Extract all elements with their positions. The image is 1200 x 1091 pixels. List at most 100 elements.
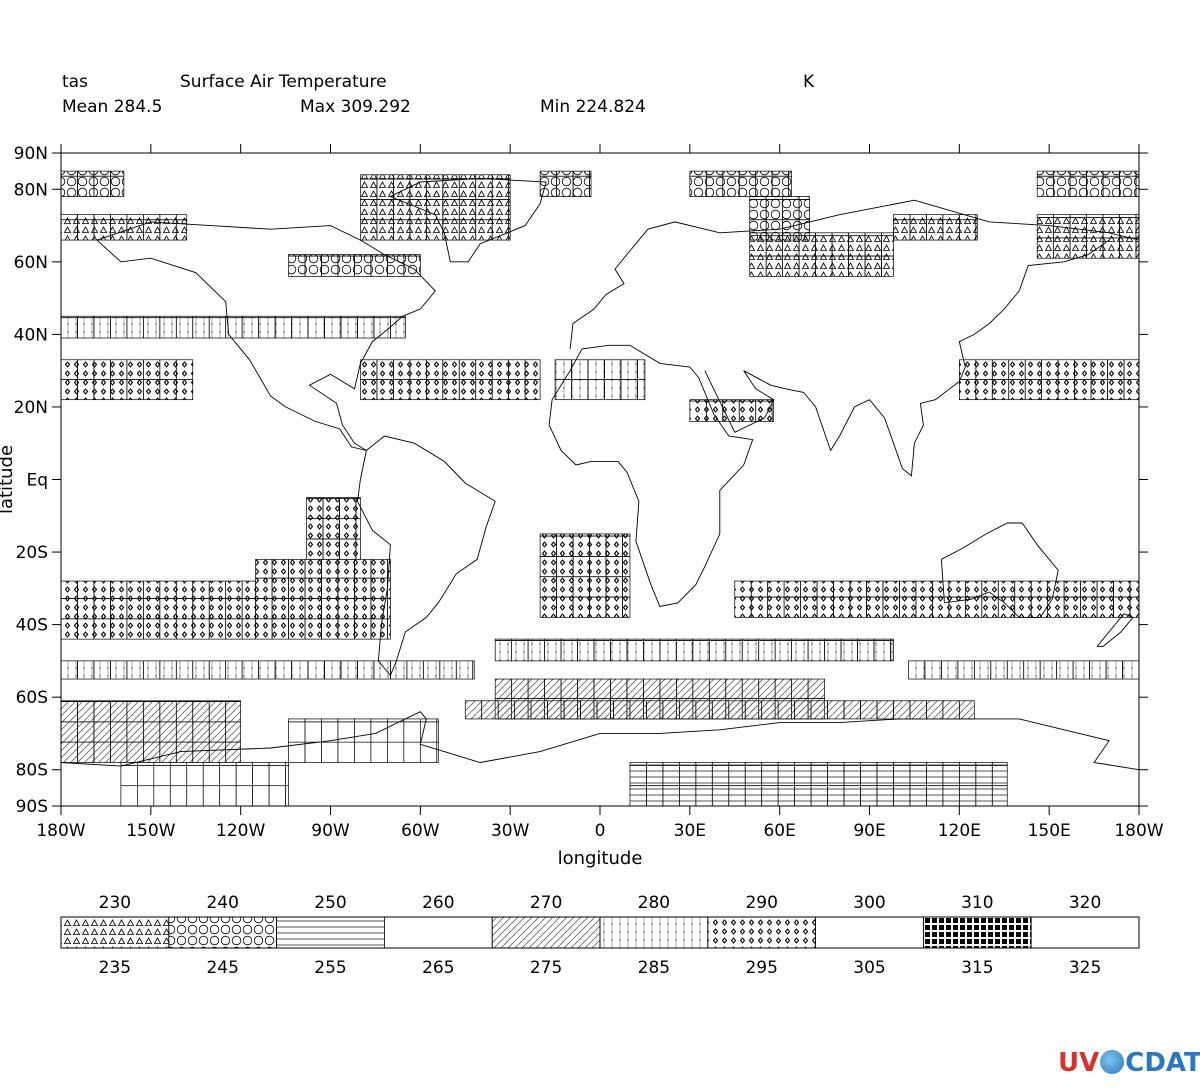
heatmap-cell — [354, 598, 372, 620]
heatmap-cell — [126, 315, 144, 319]
heatmap-region — [120, 762, 289, 806]
heatmap-cell — [527, 678, 545, 699]
heatmap-cell — [137, 785, 155, 806]
heatmap-cell — [560, 678, 578, 699]
heatmap-cell — [1135, 170, 1139, 177]
heatmap-cell — [360, 219, 378, 241]
heatmap-cell — [926, 762, 944, 766]
heatmap-cell — [304, 577, 322, 599]
heatmap-cell — [750, 580, 769, 598]
heatmap-cell — [957, 660, 975, 680]
heatmap-cell — [840, 638, 858, 641]
legend-frame — [60, 916, 1140, 949]
heatmap-cell — [436, 718, 439, 723]
coastline — [96, 221, 436, 451]
heatmap-region — [61, 170, 125, 197]
heatmap-cell — [355, 498, 361, 520]
heatmap-cell — [975, 785, 993, 806]
heatmap-region — [749, 232, 894, 277]
heatmap-cell — [643, 640, 661, 662]
heatmap-cell — [893, 219, 911, 241]
heatmap-cell — [355, 538, 361, 560]
heatmap-cell — [1102, 170, 1120, 177]
heatmap-cell — [208, 701, 227, 723]
heatmap-cell — [860, 785, 878, 806]
heatmap-cell — [360, 359, 378, 380]
heatmap-cell — [175, 721, 194, 743]
heatmap-cell — [208, 721, 227, 743]
heatmap-cell — [110, 580, 128, 599]
heatmap-cell — [810, 785, 828, 806]
heatmap-cell — [605, 533, 623, 537]
heatmap-cell — [587, 379, 605, 401]
heatmap-cell — [110, 701, 128, 723]
heatmap-cell — [524, 379, 541, 401]
coastline — [548, 344, 754, 608]
heatmap-cell — [235, 762, 253, 766]
heatmap-cell — [77, 379, 95, 401]
heatmap-cell — [831, 235, 849, 257]
heatmap-cell — [258, 317, 276, 339]
heatmap-cell — [126, 721, 144, 743]
heatmap-cell — [725, 638, 743, 641]
heatmap-cell — [255, 618, 273, 640]
heatmap-cell — [942, 762, 960, 766]
heatmap-cell — [511, 640, 529, 662]
heatmap-cell — [241, 315, 259, 319]
heatmap-region — [689, 399, 775, 422]
heatmap-cell — [755, 170, 773, 177]
heatmap-cell — [455, 660, 474, 680]
heatmap-cell — [589, 175, 592, 197]
heatmap-cell — [393, 359, 411, 380]
heatmap-cell — [843, 762, 861, 766]
legend-swatch — [60, 916, 170, 949]
heatmap-cell — [458, 199, 477, 221]
heatmap-cell — [728, 765, 746, 787]
heatmap-cell — [676, 638, 694, 641]
legend-swatch — [276, 916, 385, 949]
heatmap-cell — [511, 678, 529, 699]
heatmap-cell — [637, 379, 646, 401]
heatmap-cell — [1080, 580, 1098, 598]
heatmap-cell — [321, 741, 339, 763]
heatmap-cell — [77, 317, 95, 339]
heatmap-cell — [110, 700, 128, 702]
heatmap-cell — [662, 785, 680, 806]
heatmap-cell — [159, 379, 177, 401]
heatmap-cell — [159, 598, 177, 620]
heatmap-cell — [1008, 359, 1026, 380]
heatmap-cell — [508, 178, 511, 200]
heatmap-cell — [881, 235, 894, 257]
heatmap-cell — [373, 317, 391, 339]
heatmap-cell — [61, 175, 78, 197]
heatmap-cell — [765, 196, 784, 200]
heatmap-cell — [304, 741, 322, 763]
heatmap-cell — [93, 315, 111, 319]
x-tick-label: 150E — [1028, 821, 1071, 841]
heatmap-cell — [159, 721, 177, 743]
heatmap-cell — [393, 379, 411, 401]
heatmap-cell — [711, 785, 730, 806]
heatmap-cell — [340, 317, 358, 339]
heatmap-cell — [689, 175, 707, 197]
heatmap-cell — [393, 219, 411, 241]
heatmap-cell — [1086, 237, 1104, 259]
heatmap-cell — [357, 315, 375, 319]
heatmap-cell — [524, 359, 541, 380]
heatmap-cell — [958, 219, 977, 241]
heatmap-cell — [307, 660, 325, 680]
heatmap-cell — [186, 785, 204, 806]
heatmap-cell — [406, 660, 424, 680]
heatmap-cell — [142, 701, 161, 723]
x-tick-label: 150W — [126, 821, 175, 841]
heatmap-cell — [77, 315, 95, 319]
heatmap-cell — [761, 700, 779, 720]
heatmap-cell — [192, 315, 210, 319]
heatmap-cell — [159, 214, 177, 221]
heatmap-cell — [782, 199, 800, 221]
heatmap-cell — [1036, 237, 1055, 259]
heatmap-cell — [370, 618, 388, 640]
heatmap-cell — [337, 741, 355, 763]
heatmap-cell — [708, 678, 727, 699]
heatmap-cell — [893, 214, 911, 221]
